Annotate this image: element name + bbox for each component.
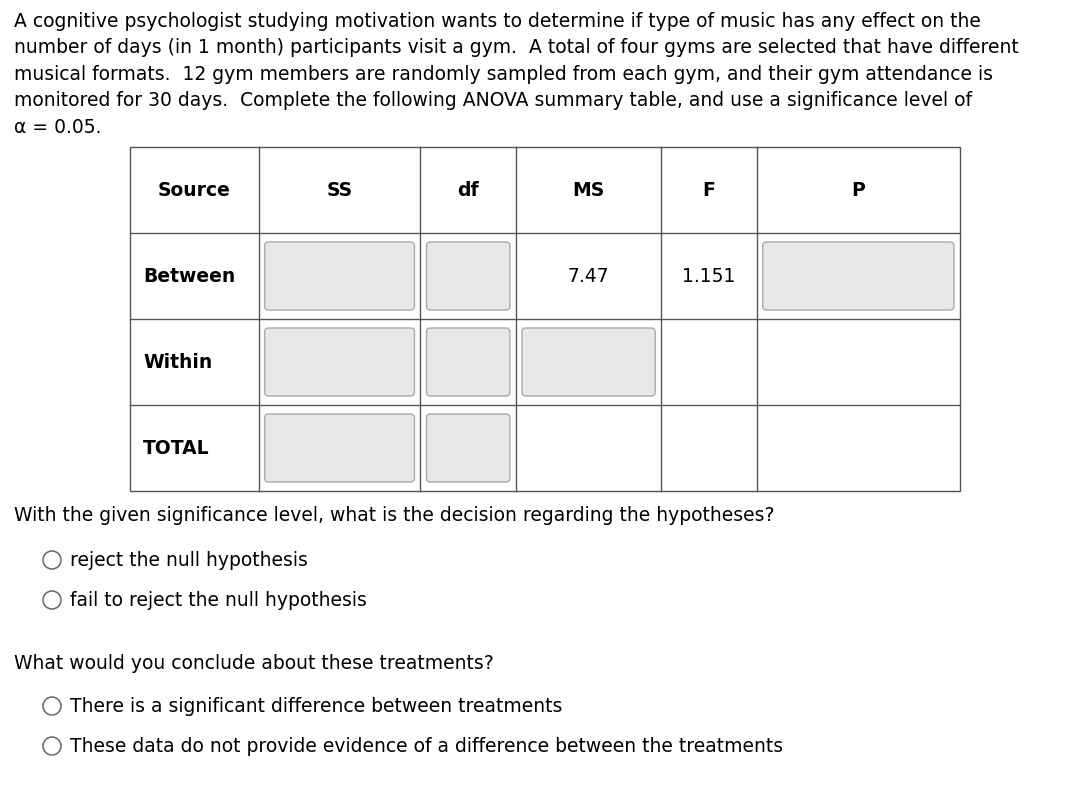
Text: There is a significant difference between treatments: There is a significant difference betwee… <box>70 697 563 715</box>
Text: A cognitive psychologist studying motivation wants to determine if type of music: A cognitive psychologist studying motiva… <box>14 12 1018 137</box>
Text: Source: Source <box>158 181 230 200</box>
FancyBboxPatch shape <box>265 414 415 483</box>
Text: P: P <box>851 181 865 200</box>
Text: What would you conclude about these treatments?: What would you conclude about these trea… <box>14 653 494 672</box>
Bar <box>130 148 961 491</box>
Circle shape <box>43 591 61 609</box>
Circle shape <box>43 552 61 569</box>
FancyBboxPatch shape <box>427 243 510 311</box>
Text: TOTAL: TOTAL <box>143 439 210 458</box>
Text: 1.151: 1.151 <box>682 267 735 286</box>
FancyBboxPatch shape <box>265 243 415 311</box>
FancyBboxPatch shape <box>427 328 510 397</box>
Text: fail to reject the null hypothesis: fail to reject the null hypothesis <box>70 591 367 609</box>
Circle shape <box>43 737 61 755</box>
FancyBboxPatch shape <box>762 243 954 311</box>
Text: F: F <box>702 181 715 200</box>
FancyBboxPatch shape <box>427 414 510 483</box>
FancyBboxPatch shape <box>265 328 415 397</box>
Text: 7.47: 7.47 <box>568 267 609 286</box>
FancyBboxPatch shape <box>522 328 655 397</box>
Text: MS: MS <box>572 181 605 200</box>
Text: SS: SS <box>327 181 353 200</box>
Text: Within: Within <box>143 353 212 372</box>
Text: Between: Between <box>143 267 235 286</box>
Text: With the given significance level, what is the decision regarding the hypotheses: With the given significance level, what … <box>14 505 774 524</box>
Text: reject the null hypothesis: reject the null hypothesis <box>70 551 308 570</box>
Circle shape <box>43 697 61 715</box>
Text: These data do not provide evidence of a difference between the treatments: These data do not provide evidence of a … <box>70 736 784 756</box>
Text: df: df <box>458 181 479 200</box>
